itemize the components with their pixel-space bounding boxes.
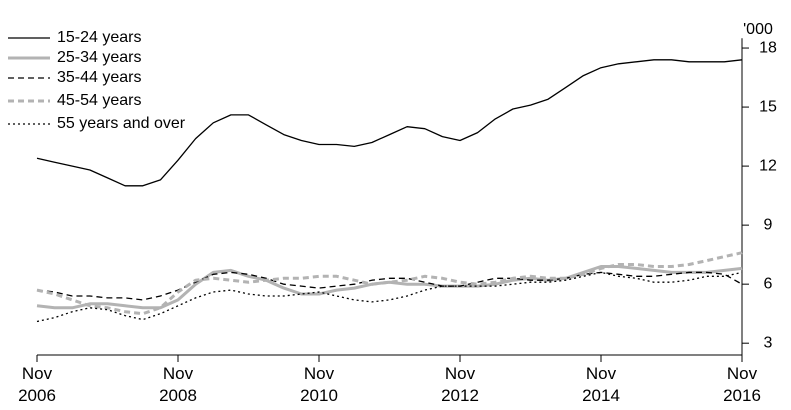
y-unit-label: '000 bbox=[743, 21, 773, 38]
series-line bbox=[36, 251, 743, 316]
y-tick-label: 6 bbox=[764, 275, 773, 292]
legend-label: 25-34 years bbox=[57, 49, 142, 66]
legend-label: 15-24 years bbox=[57, 29, 142, 46]
y-tick-label: 15 bbox=[759, 98, 777, 115]
x-tick-label: Nov 2006 bbox=[18, 364, 56, 405]
x-tick-label: Nov 2014 bbox=[582, 364, 620, 405]
legend-label: 45-54 years bbox=[57, 92, 142, 109]
y-tick-label: 9 bbox=[764, 216, 773, 233]
legend-label: 35-44 years bbox=[57, 69, 142, 86]
x-tick-label: Nov 2010 bbox=[300, 364, 338, 405]
x-tick-label: Nov 2016 bbox=[723, 364, 761, 405]
series-line bbox=[36, 59, 743, 187]
y-tick-label: 18 bbox=[759, 39, 777, 56]
series-line bbox=[36, 271, 743, 323]
legend-label: 55 years and over bbox=[57, 115, 186, 132]
series-line bbox=[36, 271, 743, 301]
x-tick-label: Nov 2008 bbox=[159, 364, 197, 405]
y-tick-label: 12 bbox=[759, 157, 777, 174]
series-line bbox=[36, 265, 743, 310]
y-tick-label: 3 bbox=[764, 334, 773, 351]
x-tick-label: Nov 2012 bbox=[441, 364, 479, 405]
